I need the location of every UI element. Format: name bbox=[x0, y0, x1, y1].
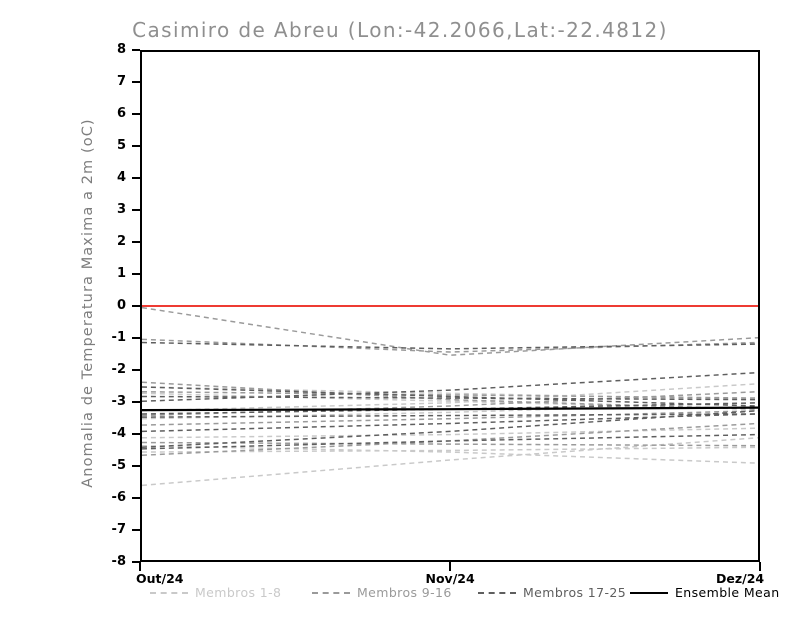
y-tick-label: -1 bbox=[111, 330, 126, 345]
y-tick-mark bbox=[132, 368, 140, 372]
y-tick-mark bbox=[132, 272, 140, 276]
series-canvas bbox=[142, 305, 758, 487]
y-tick-label: 1 bbox=[116, 266, 126, 281]
member-line bbox=[142, 410, 758, 449]
y-tick-mark bbox=[132, 464, 140, 468]
y-tick-mark bbox=[132, 176, 140, 180]
member-line bbox=[142, 413, 758, 418]
chart-legend: Membros 1-8 Membros 9-16 Membros 17-25 Ense… bbox=[140, 585, 780, 605]
x-tick-label: Nov/24 bbox=[425, 571, 475, 586]
y-tick-mark bbox=[132, 208, 140, 212]
y-tick-label: -2 bbox=[111, 362, 126, 377]
legend-item[interactable]: Membros 17-25 bbox=[478, 585, 626, 600]
y-tick-label: -7 bbox=[111, 522, 126, 537]
y-tick-label: -8 bbox=[111, 554, 126, 569]
member-line bbox=[142, 437, 758, 487]
x-tick-mark bbox=[758, 562, 762, 571]
x-tick-label: Dez/24 bbox=[716, 571, 765, 586]
legend-label: Membros 17-25 bbox=[523, 585, 627, 600]
legend-swatch-icon bbox=[630, 591, 668, 594]
legend-item[interactable]: Membros 1-8 bbox=[150, 585, 281, 600]
page-title: Casimiro de Abreu (Lon:-42.2066,Lat:-22.… bbox=[132, 18, 668, 42]
y-tick-mark bbox=[132, 112, 140, 116]
member-line bbox=[142, 444, 758, 464]
y-tick-mark bbox=[132, 560, 140, 564]
member-line bbox=[142, 433, 758, 450]
y-tick-mark bbox=[132, 240, 140, 244]
y-tick-label: -6 bbox=[111, 490, 126, 505]
y-tick-label: -4 bbox=[111, 426, 126, 441]
legend-swatch-icon bbox=[150, 591, 188, 594]
legend-label: Membros 1-8 bbox=[195, 585, 282, 600]
y-tick-mark bbox=[132, 80, 140, 84]
x-tick-mark bbox=[448, 562, 452, 571]
y-tick-mark bbox=[132, 48, 140, 52]
legend-swatch-icon bbox=[478, 591, 516, 594]
y-tick-mark bbox=[132, 528, 140, 532]
legend-item[interactable]: Membros 9-16 bbox=[312, 585, 452, 600]
member-line bbox=[142, 383, 758, 412]
member-line bbox=[142, 441, 758, 447]
member-line bbox=[142, 410, 758, 426]
y-tick-mark bbox=[132, 496, 140, 500]
ensemble-mean-line bbox=[142, 406, 758, 412]
y-tick-mark bbox=[132, 336, 140, 340]
y-tick-label: 8 bbox=[116, 42, 126, 57]
y-tick-label: 2 bbox=[116, 234, 126, 249]
y-tick-label: 3 bbox=[116, 202, 126, 217]
legend-swatch-icon bbox=[312, 591, 350, 594]
member-line bbox=[142, 341, 758, 350]
y-tick-label: 5 bbox=[116, 138, 126, 153]
y-tick-mark bbox=[132, 144, 140, 148]
member-line bbox=[142, 392, 758, 410]
x-tick-mark bbox=[138, 562, 142, 571]
legend-item[interactable]: Ensemble Mean bbox=[630, 585, 780, 600]
member-line bbox=[142, 427, 758, 439]
member-line bbox=[142, 371, 758, 402]
member-line bbox=[142, 381, 758, 410]
member-line bbox=[142, 306, 758, 356]
y-tick-mark bbox=[132, 432, 140, 436]
legend-label: Membros 9-16 bbox=[357, 585, 452, 600]
y-tick-label: 4 bbox=[116, 170, 126, 185]
legend-label: Ensemble Mean bbox=[675, 585, 780, 600]
member-line bbox=[142, 386, 758, 407]
member-line bbox=[142, 338, 758, 353]
y-tick-label: 0 bbox=[116, 298, 126, 313]
y-tick-mark bbox=[132, 304, 140, 308]
plot-area bbox=[140, 50, 760, 562]
y-tick-label: 6 bbox=[116, 106, 126, 121]
y-tick-label: -5 bbox=[111, 458, 126, 473]
y-tick-label: -3 bbox=[111, 394, 126, 409]
y-tick-mark bbox=[132, 400, 140, 404]
member-line bbox=[142, 446, 758, 453]
x-tick-label: Out/24 bbox=[136, 571, 184, 586]
y-tick-label: 7 bbox=[116, 74, 126, 89]
